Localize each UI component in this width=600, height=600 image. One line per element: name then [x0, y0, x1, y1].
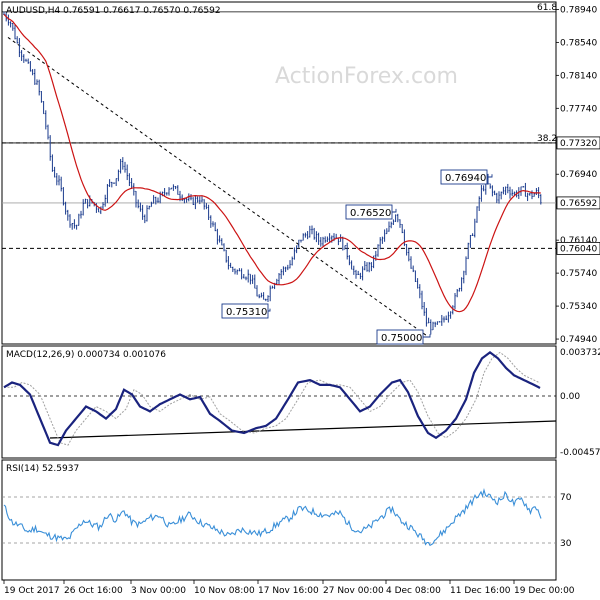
price-panel: ActionForex.com AUDUSD,H4 0.76591 0.7661…	[1, 1, 600, 345]
current-price-label-box	[556, 196, 600, 210]
time-tick-label: 19 Dec 00:00	[514, 586, 575, 596]
rsi-panel: RSI(14) 52.5937 70 30	[1, 459, 572, 581]
macd-line	[3, 351, 541, 447]
price-annotation: 0.75310	[221, 303, 271, 319]
macd-signal-line	[4, 351, 541, 446]
fib-38.2-label: 38.2	[537, 134, 557, 144]
rsi-tick-label: 30	[560, 539, 572, 549]
macd-tick-label: 0.003732	[560, 348, 600, 358]
annotation-leader	[487, 174, 493, 178]
price-panel-frame	[1, 1, 557, 345]
level-label-0.77320: 0.77320	[556, 136, 600, 150]
annotation-leader	[423, 334, 431, 338]
price-annotation: 0.75000	[376, 329, 431, 345]
price-annotation: 0.76940	[440, 169, 493, 185]
level-label-0.76040-text: 0.76040	[560, 244, 597, 254]
annotation-text: 0.75310	[226, 307, 267, 318]
time-tick-label: 4 Dec 08:00	[386, 586, 441, 596]
time-tick-label: 3 Nov 00:00	[131, 586, 186, 596]
price-tick-label: 0.76140	[560, 236, 597, 246]
time-tick-label: 27 Nov 00:00	[323, 586, 384, 596]
annotation-text: 0.76940	[445, 173, 486, 184]
current-price-label-text: 0.76592	[560, 199, 597, 209]
level-label-0.76040-box	[556, 242, 600, 255]
price-annotation: 0.76520	[345, 204, 397, 220]
macd-header: MACD(12,26,9) 0.000734 0.001076	[6, 350, 166, 360]
level-label-0.77320-box	[556, 136, 600, 150]
price-tick-label: 0.75340	[560, 302, 597, 312]
annotation-leader	[392, 208, 397, 213]
macd-tick-label: 0.00	[560, 392, 580, 402]
fib-61.8-label: 61.8	[537, 3, 557, 13]
price-header: AUDUSD,H4 0.76591 0.76617 0.76570 0.7659…	[6, 6, 221, 16]
time-tick-label: 19 Oct 2017	[4, 586, 60, 596]
level-label-0.77320-text: 0.77320	[560, 139, 597, 149]
rsi-header: RSI(14) 52.5937	[6, 464, 79, 474]
time-tick-label: 11 Dec 16:00	[450, 586, 511, 596]
price-tick-label: 0.77740	[560, 104, 597, 114]
annotation-text: 0.75000	[381, 333, 422, 344]
moving-average-line	[3, 13, 541, 313]
time-tick-label: 17 Nov 16:00	[258, 586, 319, 596]
rsi-panel-frame	[1, 459, 557, 581]
descending-trendline	[7, 37, 429, 337]
current-price-label: 0.76592	[556, 196, 600, 210]
rsi-tick-label: 70	[560, 493, 572, 503]
watermark: ActionForex.com	[275, 64, 458, 89]
macd-panel-frame	[1, 345, 557, 459]
price-tick-label: 0.78540	[560, 38, 597, 48]
time-tick-label: 26 Oct 16:00	[64, 586, 123, 596]
macd-trendline	[49, 420, 557, 439]
annotation-leader	[268, 308, 271, 312]
time-tick-label: 10 Nov 08:00	[194, 586, 255, 596]
price-tick-label: 0.75740	[560, 269, 597, 279]
price-tick-label: 0.76940	[560, 170, 597, 180]
price-tick-label: 0.78140	[560, 71, 597, 81]
macd-tick-label: -0.004576	[560, 448, 600, 458]
time-axis: 19 Oct 2017 26 Oct 16:00 3 Nov 00:00 10 Nov…	[3, 580, 575, 596]
level-label-0.76040: 0.76040	[556, 242, 600, 255]
annotation-text: 0.76520	[350, 208, 391, 219]
macd-panel: MACD(12,26,9) 0.000734 0.001076 0.003732…	[1, 345, 600, 459]
price-tick-label: 0.74940	[560, 335, 597, 345]
price-tick-label: 0.78940	[560, 5, 597, 15]
rsi-line	[3, 488, 542, 547]
